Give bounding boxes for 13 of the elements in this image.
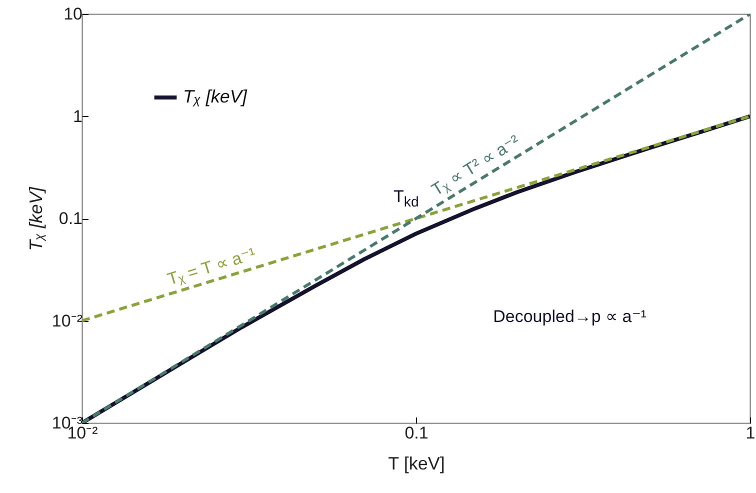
y-tick-label: 10 (64, 4, 82, 24)
y-tick-label: 0.1 (58, 209, 82, 228)
y-tick-label: 10⁻² (52, 311, 83, 330)
x-tick-label: 0.1 (404, 424, 428, 442)
x-axis-title: T [keV] (388, 454, 445, 474)
y-tick-label: 1 (73, 106, 82, 126)
annotation: T$_{kd}$ (393, 186, 419, 210)
annotation: Decoupled→p ∝ a⁻¹ (493, 306, 646, 328)
legend-label: Tᵪ [keV] (183, 86, 248, 106)
text: Tᵪ = T ∝ a⁻¹ (164, 243, 258, 290)
x-tick-label: 1 (746, 424, 756, 442)
text: Tᵪ ∝ T² ∝ a⁻² (428, 130, 524, 201)
y-axis-title: Tᵪ [keV] (26, 186, 46, 251)
